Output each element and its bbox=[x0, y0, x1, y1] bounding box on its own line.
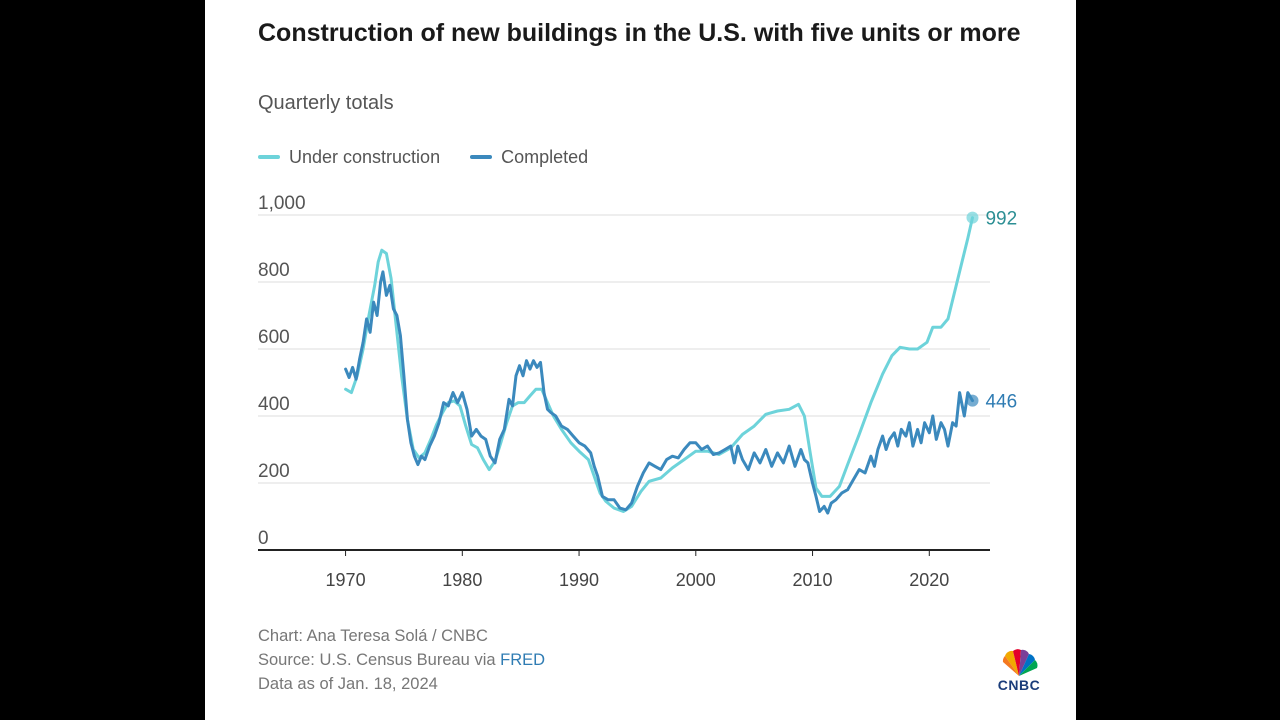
y-tick-label: 600 bbox=[258, 327, 290, 348]
x-tick-label: 2010 bbox=[793, 570, 833, 590]
chart-card: Construction of new buildings in the U.S… bbox=[205, 0, 1076, 720]
x-tick-label: 2000 bbox=[676, 570, 716, 590]
series-end-marker-under-construction bbox=[966, 211, 979, 224]
chart-credit: Chart: Ana Teresa Solá / CNBC bbox=[258, 627, 488, 645]
x-tick-label: 1980 bbox=[442, 570, 482, 590]
y-tick-label: 1,000 bbox=[258, 193, 306, 214]
series-end-label-under-construction: 992 bbox=[985, 209, 1017, 230]
y-tick-label: 800 bbox=[258, 260, 290, 281]
chart-subtitle: Quarterly totals bbox=[258, 92, 394, 114]
source-text: Source: U.S. Census Bureau via bbox=[258, 651, 501, 669]
legend-swatch-completed bbox=[470, 155, 493, 159]
chart-title: Construction of new buildings in the U.S… bbox=[258, 19, 1021, 47]
x-tick-label: 1970 bbox=[326, 570, 366, 590]
legend-label-under-construction: Under construction bbox=[289, 146, 441, 167]
x-tick-label: 2020 bbox=[909, 570, 949, 590]
fred-link[interactable]: FRED bbox=[500, 651, 546, 669]
chart-footer: Chart: Ana Teresa Solá / CNBC Source: U.… bbox=[258, 624, 545, 696]
series-line-completed bbox=[344, 270, 974, 515]
cnbc-logo-text: CNBC bbox=[997, 677, 1041, 693]
x-tick-label: 1990 bbox=[559, 570, 599, 590]
legend-swatch-under-construction bbox=[258, 155, 280, 159]
legend-item-completed: Completed bbox=[470, 147, 588, 168]
legend-item-under-construction: Under construction bbox=[258, 147, 440, 168]
series-end-marker-completed bbox=[966, 394, 979, 407]
y-tick-label: 400 bbox=[258, 394, 290, 415]
data-date: Data as of Jan. 18, 2024 bbox=[258, 675, 438, 693]
series-end-label-completed: 446 bbox=[985, 392, 1017, 413]
y-tick-label: 0 bbox=[258, 528, 269, 549]
line-chart: 0 200 400 600 800 1,000 1970 1980 1990 2000 2010 20… bbox=[258, 193, 1017, 590]
y-tick-label: 200 bbox=[258, 461, 290, 482]
legend-label-completed: Completed bbox=[501, 146, 589, 167]
cnbc-logo: CNBC bbox=[991, 648, 1047, 694]
peacock-icon bbox=[1002, 649, 1038, 676]
legend: Under construction Completed bbox=[258, 145, 618, 169]
chart-source: Source: U.S. Census Bureau via FRED bbox=[258, 648, 545, 672]
